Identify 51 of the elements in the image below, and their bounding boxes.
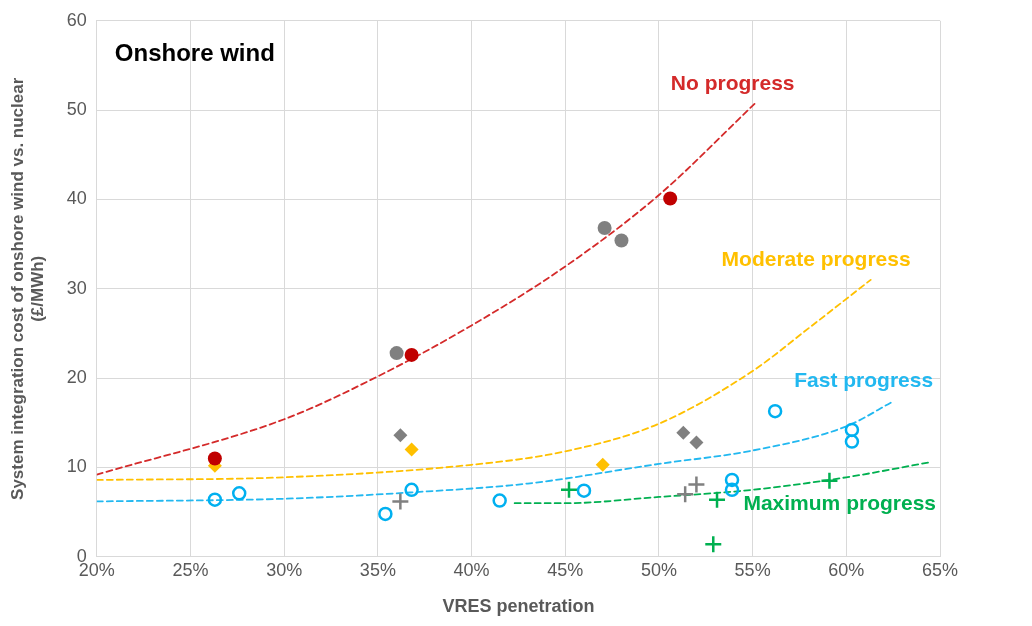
point <box>820 471 839 491</box>
series-label: Maximum progress <box>743 490 936 514</box>
point <box>595 457 610 472</box>
point <box>389 346 404 361</box>
point <box>231 486 247 501</box>
point <box>844 422 860 438</box>
point <box>404 482 419 498</box>
point <box>492 493 507 508</box>
point <box>675 485 695 504</box>
point <box>724 472 740 488</box>
point <box>391 492 410 511</box>
point <box>614 233 629 248</box>
x-tick-label: 60% <box>828 559 865 580</box>
y-tick-label: 20 <box>66 367 87 388</box>
x-axis-title: VRES penetration <box>442 596 595 617</box>
x-tick-label: 65% <box>921 559 959 580</box>
y-tick-label: 30 <box>66 277 87 298</box>
y-tick-label: 50 <box>66 99 87 120</box>
point <box>844 434 860 449</box>
point <box>704 535 723 554</box>
y-axis-title: System integration cost of onshore wind vs. nuclear (£/MWh) <box>7 77 48 500</box>
y-tick-label: 10 <box>66 456 87 477</box>
point <box>663 191 678 206</box>
x-tick-label: 55% <box>734 559 771 580</box>
point <box>597 221 612 236</box>
x-tick-label: 40% <box>453 559 490 580</box>
point <box>767 403 783 419</box>
point <box>687 475 706 494</box>
point <box>576 483 592 498</box>
text: Onshore wind <box>114 39 275 67</box>
x-tick-label: 35% <box>359 559 396 580</box>
series-label: Moderate progress <box>721 246 911 270</box>
point <box>724 482 740 498</box>
y-tick-label: 60 <box>66 9 87 30</box>
point <box>689 435 704 450</box>
point <box>676 425 691 440</box>
x-tick-label: 45% <box>547 559 584 580</box>
point <box>378 506 393 522</box>
x-tick-label: 30% <box>266 559 303 580</box>
point <box>404 442 419 457</box>
series-label: Fast progress <box>794 368 934 392</box>
point <box>207 451 222 466</box>
x-tick-label: 50% <box>640 559 677 580</box>
y-tick-label: 40 <box>66 188 87 209</box>
point <box>393 428 408 443</box>
point <box>707 490 727 509</box>
point <box>207 492 223 507</box>
point <box>404 347 419 362</box>
series-label: No progress <box>670 70 795 94</box>
point <box>559 480 579 500</box>
x-tick-label: 25% <box>172 559 209 580</box>
